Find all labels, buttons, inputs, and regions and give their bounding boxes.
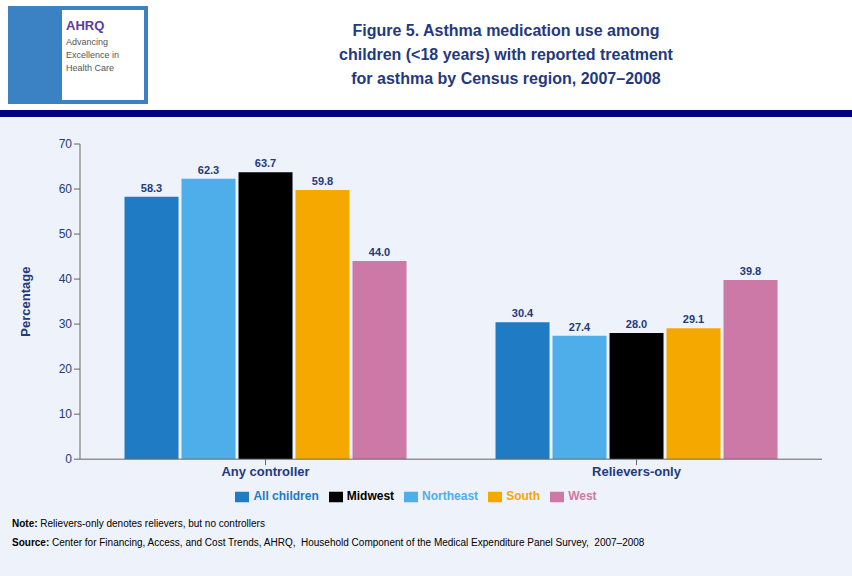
html-text:Note: Relievers-only denotes r: Note: Relievers-only denotes relievers, … xyxy=(12,518,265,529)
svg-text:40: 40 xyxy=(59,272,73,286)
svg-text:Any controller: Any controller xyxy=(221,464,309,479)
svg-text:27.4: 27.4 xyxy=(569,321,591,333)
html-text:Advancing: Advancing xyxy=(66,37,108,47)
svg-text:59.8: 59.8 xyxy=(312,175,333,187)
html-text:Northeast: Northeast xyxy=(422,489,479,504)
svg-text:44.0: 44.0 xyxy=(369,246,390,258)
svg-text:50: 50 xyxy=(59,227,73,241)
html-text:Health Care: Health Care xyxy=(66,63,114,73)
svg-text:Relievers-only: Relievers-only xyxy=(592,464,682,479)
html-text:South: South xyxy=(506,489,541,504)
svg-text:20: 20 xyxy=(59,362,73,376)
svg-text:70: 70 xyxy=(59,137,73,151)
html-text:AHRQ: AHRQ xyxy=(66,18,105,33)
svg-text:58.3: 58.3 xyxy=(141,182,162,194)
html-text:for asthma by Census region, 2: for asthma by Census region, 2007–2008 xyxy=(351,70,661,87)
svg-text:Percentage: Percentage xyxy=(18,267,33,337)
html-text:Source: Center for Financing,: Source: Center for Financing, Access, an… xyxy=(12,537,645,548)
html-text:children (<18 years) with repo: children (<18 years) with reported treat… xyxy=(339,46,673,63)
html-text:Excellence in: Excellence in xyxy=(66,50,119,60)
html-text:All children: All children xyxy=(253,489,319,504)
svg-text:29.1: 29.1 xyxy=(683,313,704,325)
svg-text:39.8: 39.8 xyxy=(740,265,761,277)
svg-text:30: 30 xyxy=(59,317,73,331)
html-text:Figure 5. Asthma medication us: Figure 5. Asthma medication use among xyxy=(352,22,660,39)
svg-text:0: 0 xyxy=(65,452,72,466)
svg-text:62.3: 62.3 xyxy=(198,164,219,176)
svg-text:28.0: 28.0 xyxy=(626,318,647,330)
svg-text:30.4: 30.4 xyxy=(512,307,534,319)
svg-text:10: 10 xyxy=(59,407,73,421)
html-text:Midwest: Midwest xyxy=(346,489,395,504)
html-text:West: West xyxy=(568,489,597,504)
svg-text:60: 60 xyxy=(59,182,73,196)
svg-text:63.7: 63.7 xyxy=(255,157,276,169)
